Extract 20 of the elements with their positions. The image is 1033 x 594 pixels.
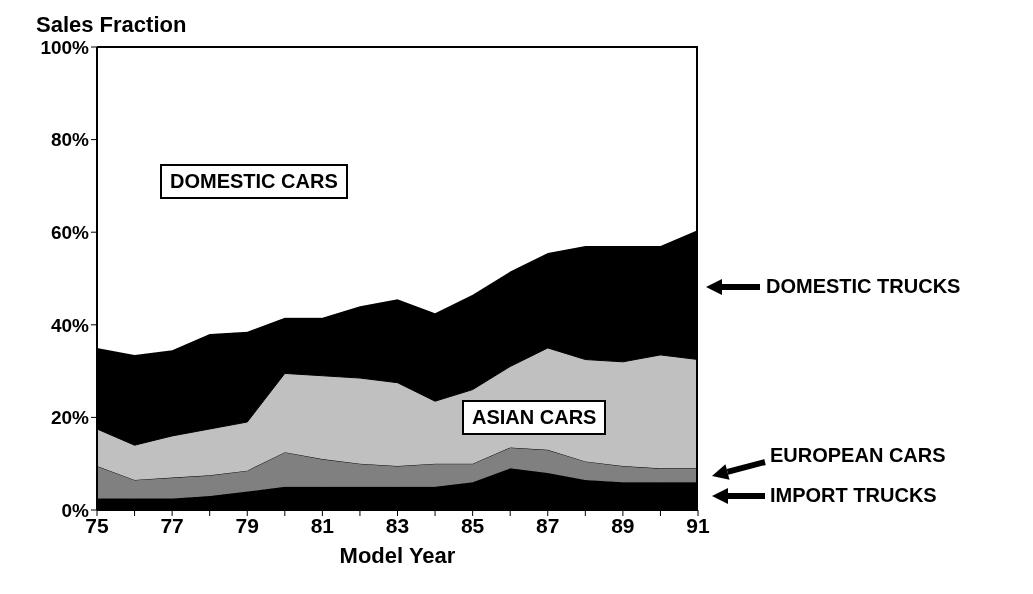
y-tick-label: 60% — [50, 221, 90, 243]
y-tick-label: 40% — [50, 314, 90, 336]
legend-label: DOMESTIC TRUCKS — [766, 275, 961, 298]
series-label: ASIAN CARS — [462, 400, 607, 435]
x-tick-label: 81 — [310, 513, 335, 537]
x-tick-label: 91 — [686, 513, 710, 537]
x-axis-title: Model Year — [338, 543, 457, 569]
x-tick-label: 87 — [536, 513, 560, 537]
y-tick-label: 80% — [50, 129, 90, 151]
x-tick-label: 79 — [235, 513, 259, 537]
y-tick-label: 20% — [50, 407, 90, 429]
legend-label: IMPORT TRUCKS — [770, 484, 937, 507]
x-tick-label: 77 — [160, 513, 184, 537]
y-tick-label: 100% — [40, 36, 90, 58]
series-label: DOMESTIC CARS — [160, 164, 348, 199]
legend-label: EUROPEAN CARS — [770, 444, 946, 467]
x-tick-label: 89 — [611, 513, 635, 537]
x-tick-label: 85 — [460, 513, 485, 537]
x-tick-label: 83 — [385, 513, 410, 537]
chart-title: Sales Fraction — [36, 12, 187, 38]
